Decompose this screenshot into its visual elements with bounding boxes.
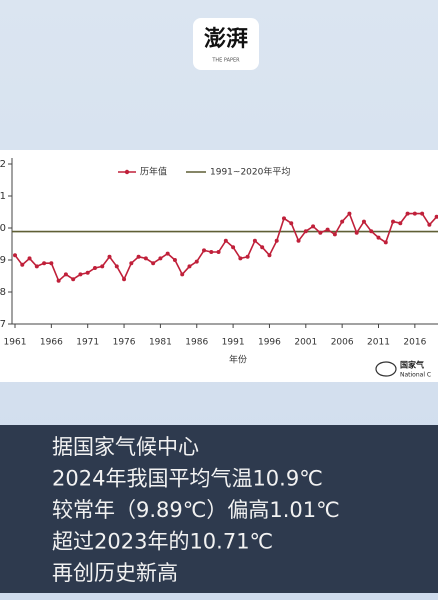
data-point: [129, 261, 134, 266]
data-point: [13, 253, 17, 258]
x-tick-label: 1981: [149, 338, 172, 348]
data-point: [34, 264, 39, 269]
data-point: [332, 232, 337, 237]
data-point: [383, 240, 388, 245]
source-name: 国家气: [400, 360, 424, 370]
logo-subtitle: THE PAPER: [211, 58, 240, 64]
data-point: [376, 235, 381, 240]
data-point: [107, 254, 112, 259]
data-point: [71, 277, 76, 282]
x-tick-label: 1986: [185, 338, 208, 348]
x-tick-label: 1971: [76, 338, 99, 348]
data-point: [172, 258, 177, 262]
data-point: [56, 278, 61, 283]
x-tick-label: 1966: [40, 338, 63, 348]
data-point: [260, 245, 265, 250]
y-tick-label: 9: [0, 255, 6, 266]
data-point: [354, 230, 359, 235]
caption-line: 据国家气候中心: [52, 435, 199, 459]
data-point: [100, 264, 105, 269]
data-point: [158, 256, 163, 261]
data-point: [194, 259, 199, 264]
legend-dot: [124, 169, 130, 175]
source-name-en: National C: [400, 372, 431, 379]
data-point: [92, 266, 97, 270]
data-point: [274, 238, 279, 243]
y-tick-label: 12: [0, 159, 6, 170]
x-tick-label: 1976: [113, 338, 136, 348]
data-point: [340, 219, 345, 224]
data-line: [14, 212, 438, 283]
data-point: [136, 254, 141, 259]
data-point: [369, 229, 374, 234]
caption-line: 超过2023年的10.71℃: [52, 530, 273, 554]
data-point: [180, 272, 185, 277]
data-point: [391, 219, 396, 224]
x-tick-label: 2006: [331, 338, 354, 348]
data-point: [311, 224, 316, 229]
legend-label: 历年值: [140, 166, 167, 178]
data-point: [122, 277, 127, 282]
data-point: [223, 238, 228, 243]
caption-line: 再创历史新高: [52, 561, 178, 585]
data-point: [151, 261, 156, 266]
data-point: [20, 262, 25, 267]
data-point: [202, 248, 207, 253]
caption-line: 2024年我国平均气温10.9℃: [52, 467, 323, 491]
caption-line: 较常年（9.89℃）偏高1.01℃: [52, 498, 340, 522]
data-point: [289, 221, 294, 226]
data-point: [325, 227, 330, 232]
x-tick-label: 1991: [222, 338, 245, 348]
data-point: [216, 250, 221, 254]
x-tick-label: 2016: [403, 338, 426, 348]
data-point: [412, 211, 417, 216]
x-tick-label: 1996: [258, 338, 281, 348]
caption-box: [0, 425, 438, 593]
x-tick-label: 1961: [4, 338, 27, 348]
data-point: [165, 251, 170, 256]
data-point: [42, 261, 47, 266]
data-point: [238, 256, 243, 261]
chart-panel: [0, 150, 438, 382]
data-point: [49, 261, 54, 266]
data-point: [420, 211, 425, 216]
data-point: [405, 211, 410, 216]
y-tick-label: 7: [0, 319, 6, 330]
data-point: [398, 221, 403, 226]
data-point: [231, 245, 236, 250]
logo-box: [193, 18, 259, 70]
data-point: [252, 238, 257, 243]
data-point: [187, 264, 192, 269]
data-point: [78, 272, 83, 277]
x-axis-label: 年份: [229, 354, 247, 366]
data-point: [143, 256, 148, 261]
data-point: [281, 216, 286, 221]
caption: 据国家气候中心 2024年我国平均气温10.9℃ 较常年（9.89℃）偏高1.01℃…: [52, 435, 340, 585]
data-point: [209, 250, 214, 254]
data-point: [27, 256, 32, 261]
x-tick-label: 2001: [294, 338, 317, 348]
y-tick-label: 11: [0, 191, 6, 202]
chart: 12 11 10 9 8 7 1961 1966 1971 1976 1981 1986 1991 199…: [0, 158, 438, 379]
data-point: [361, 219, 366, 224]
y-tick-label: 10: [0, 223, 6, 234]
data-point: [85, 270, 90, 275]
data-point: [63, 272, 68, 277]
source-icon: [375, 361, 397, 377]
y-tick-label: 8: [0, 287, 6, 298]
logo-title: 澎湃: [204, 27, 248, 52]
data-point: [434, 214, 438, 219]
data-point: [347, 211, 352, 216]
data-point: [427, 222, 432, 227]
data-point: [303, 229, 308, 234]
x-tick-label: 2011: [367, 338, 390, 348]
data-point: [267, 253, 272, 258]
data-point: [114, 264, 119, 269]
legend-label: 1991~2020年平均: [210, 166, 290, 178]
data-point: [318, 230, 323, 235]
data-point: [296, 238, 301, 243]
data-point: [245, 254, 250, 259]
